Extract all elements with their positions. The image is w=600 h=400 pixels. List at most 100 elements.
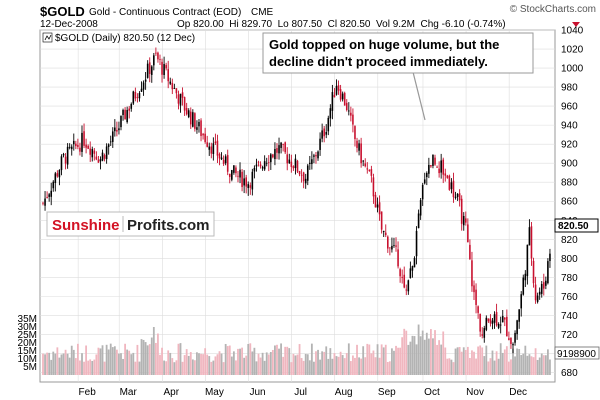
volume-bar	[323, 351, 326, 375]
candle	[136, 93, 139, 103]
candle	[161, 58, 163, 83]
volume-bar	[226, 346, 229, 375]
volume-bar	[526, 355, 529, 375]
change-down-arrow-icon	[572, 22, 580, 27]
plot-frame	[39, 29, 556, 383]
candle	[415, 226, 418, 265]
volume-bar	[224, 343, 227, 375]
candle	[343, 91, 346, 106]
candle	[233, 165, 235, 175]
volume-bar	[358, 357, 360, 375]
copyright-label: © StockCharts.com	[510, 4, 596, 15]
candle-body	[481, 334, 484, 336]
volume-bar	[216, 354, 219, 375]
candle-body	[222, 159, 225, 164]
candle-body	[313, 155, 315, 157]
price-tick-label: 1000	[561, 64, 584, 75]
volume-bar	[126, 349, 129, 375]
candle	[360, 137, 362, 168]
candle-body	[534, 284, 537, 301]
volume-bar	[540, 353, 543, 375]
volume-bar	[220, 353, 223, 375]
candle	[309, 155, 311, 170]
candle	[348, 102, 350, 116]
candle	[510, 337, 512, 349]
candle-body	[235, 167, 237, 174]
volume-bar	[479, 345, 482, 375]
candle	[467, 218, 469, 243]
volume-bar	[278, 348, 280, 375]
volume-bar	[354, 357, 356, 375]
candle-body	[128, 108, 131, 111]
volume-bar	[257, 353, 260, 375]
price-tick-label: 800	[561, 254, 578, 265]
candle	[315, 152, 317, 164]
price-tick-label: 860	[561, 197, 578, 208]
candle	[329, 104, 332, 127]
month-tick-label: Nov	[466, 387, 484, 398]
volume-bar	[46, 352, 49, 375]
volume-bar	[93, 359, 96, 375]
candle	[75, 140, 77, 150]
candle-body	[487, 318, 490, 322]
candle-body	[329, 108, 332, 119]
candle	[79, 142, 81, 156]
volume-bar	[134, 361, 137, 375]
candle	[534, 276, 537, 304]
volume-bar	[489, 358, 492, 375]
volume-bar	[507, 361, 510, 375]
candle	[255, 158, 258, 172]
volume-bar	[269, 352, 272, 375]
candle	[192, 109, 194, 128]
candle	[163, 56, 165, 79]
candle-body	[198, 122, 200, 127]
volume-bar	[546, 349, 549, 375]
candle	[267, 155, 270, 172]
candle	[368, 169, 371, 172]
candle	[272, 153, 274, 159]
candle-body	[286, 154, 289, 164]
candle-body	[91, 149, 94, 158]
candle	[483, 325, 486, 343]
candle-body	[130, 103, 133, 109]
candle-body	[475, 289, 477, 305]
candle	[491, 318, 494, 330]
candle-body	[224, 156, 227, 164]
candle-body	[124, 109, 126, 120]
candle	[142, 80, 145, 96]
volume-bar	[200, 353, 202, 375]
candle-body	[97, 159, 100, 163]
volume-bar	[89, 359, 92, 375]
candle-body	[233, 165, 235, 173]
volume-bar	[534, 348, 537, 375]
candle	[114, 119, 116, 137]
month-tick-label: Apr	[164, 387, 180, 398]
candle	[290, 154, 293, 173]
last-volume-tag	[554, 346, 600, 360]
candle-body	[75, 143, 77, 147]
candle	[438, 161, 440, 178]
candle-body	[512, 344, 514, 346]
candle	[278, 137, 280, 160]
candle	[409, 261, 412, 279]
candle	[130, 102, 133, 112]
candle	[85, 138, 87, 154]
candle	[434, 154, 436, 166]
candle	[111, 127, 114, 148]
volume-bar	[181, 361, 184, 375]
candle	[356, 137, 358, 153]
volume-bar	[530, 356, 533, 375]
volume-bar	[48, 352, 51, 375]
price-tick-label: 720	[561, 330, 578, 341]
candle	[83, 123, 85, 149]
volume-bar	[370, 353, 373, 375]
candle	[235, 165, 237, 178]
candle-body	[479, 313, 481, 332]
candle-body	[81, 132, 83, 152]
volume-bar	[452, 362, 455, 375]
volume-bar	[115, 349, 118, 375]
volume-bar	[206, 354, 209, 375]
candle	[196, 120, 198, 134]
candle-body	[126, 109, 128, 123]
volume-bar	[210, 361, 213, 375]
